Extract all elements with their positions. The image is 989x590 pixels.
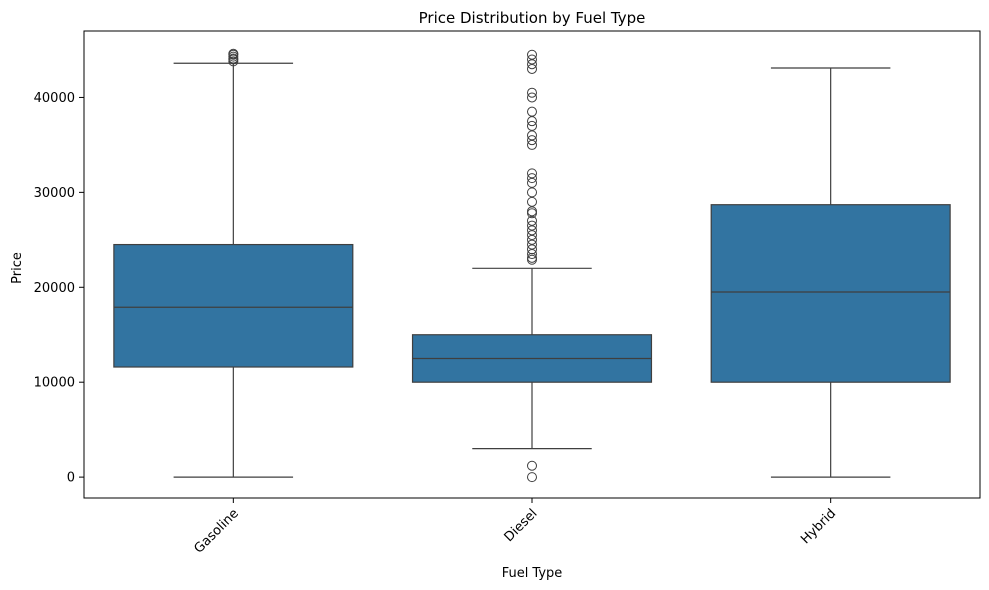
outlier-point bbox=[527, 135, 537, 146]
outlier-point bbox=[527, 87, 537, 98]
outlier-point bbox=[527, 196, 537, 207]
outlier-point bbox=[527, 460, 537, 471]
y-tick-label: 30000 bbox=[34, 186, 75, 201]
plot-area: 0 10000 20000 30000 40000 Gasoline Diesel Hybri… bbox=[34, 30, 981, 557]
y-tick-label: 0 bbox=[67, 471, 75, 486]
outlier-point bbox=[527, 206, 537, 217]
outlier-point bbox=[228, 48, 239, 59]
box-hybrid bbox=[710, 204, 951, 383]
outlier-point bbox=[527, 173, 537, 184]
y-tick-label: 20000 bbox=[34, 281, 75, 296]
outlier-point bbox=[527, 220, 537, 231]
outlier-point bbox=[527, 54, 537, 65]
outlier-point bbox=[527, 92, 537, 103]
x-tick-label: Hybrid bbox=[798, 506, 839, 547]
y-tick-label: 10000 bbox=[34, 376, 75, 391]
outlier-point bbox=[527, 120, 537, 131]
x-tick-label: Gasoline bbox=[191, 506, 241, 556]
outlier-point bbox=[527, 49, 537, 60]
outlier-point bbox=[527, 187, 537, 198]
outlier-point bbox=[527, 472, 537, 483]
box-gasoline bbox=[113, 243, 354, 368]
x-tick-label: Diesel bbox=[502, 506, 541, 545]
outlier-point bbox=[527, 168, 537, 179]
outlier-point bbox=[527, 106, 537, 117]
x-axis-title: Fuel Type bbox=[502, 566, 563, 581]
y-tick-label: 40000 bbox=[34, 91, 75, 106]
chart-title: Price Distribution by Fuel Type bbox=[419, 9, 646, 27]
y-axis-title: Price bbox=[10, 252, 25, 284]
